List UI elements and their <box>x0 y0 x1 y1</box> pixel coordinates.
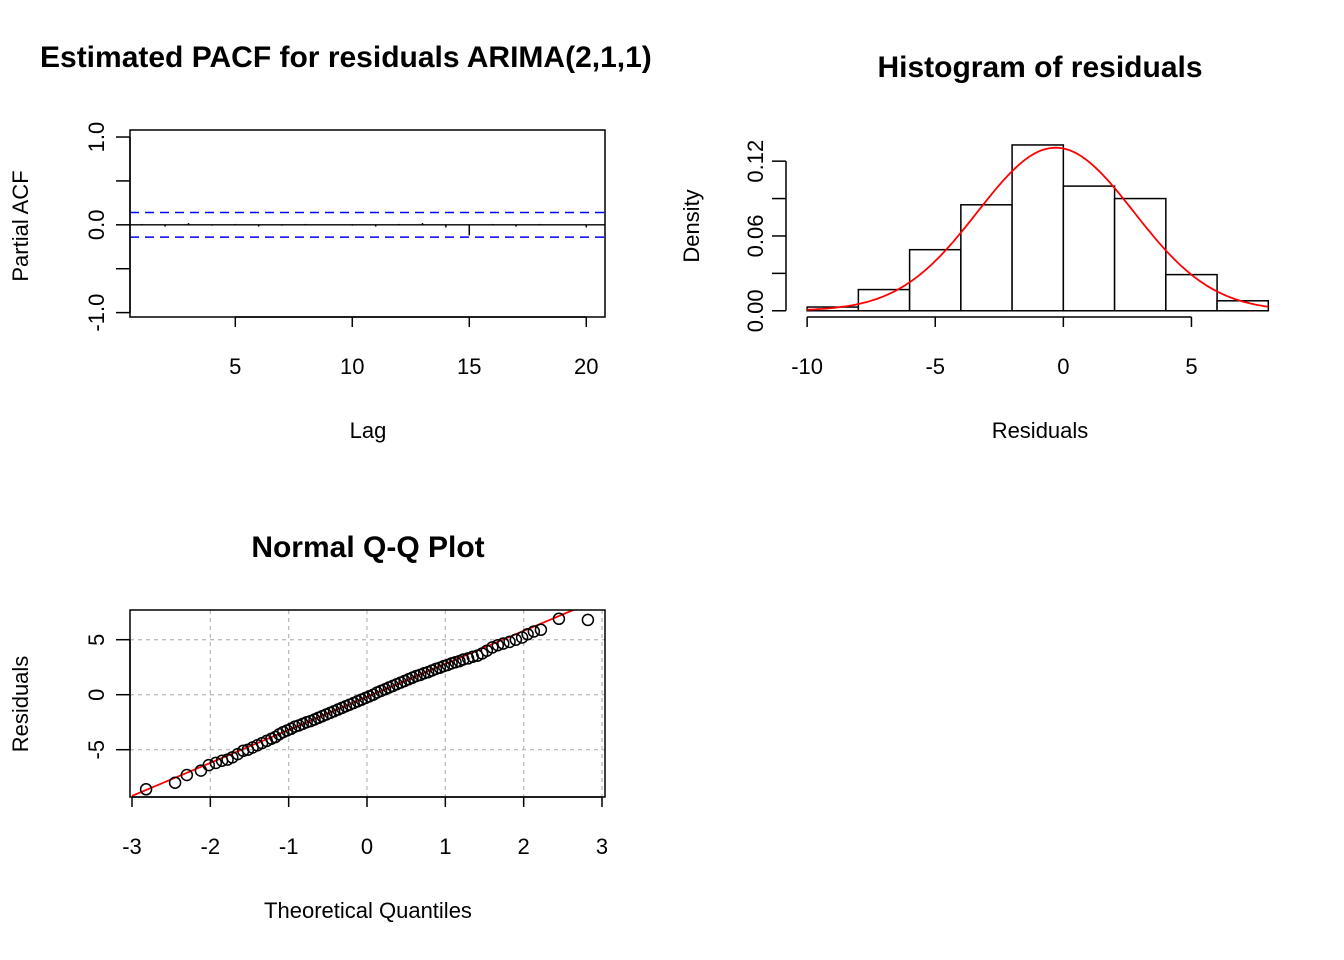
qqplot-point <box>209 756 223 770</box>
qqplot-point <box>168 776 182 789</box>
qqplot-x-tick-label: -2 <box>201 834 221 859</box>
qqplot-point <box>534 623 548 637</box>
histogram-x-tick-label: 5 <box>1185 354 1197 379</box>
qqplot-y-tick-label: -5 <box>84 740 109 760</box>
histogram-bar <box>857 288 911 312</box>
qqplot-plot-frame <box>129 609 606 798</box>
histogram-bar <box>1062 185 1116 312</box>
histogram-x-tick-label: 0 <box>1057 354 1069 379</box>
histogram-marks: -10 -5 0 5 0.00 0.06 0.12 <box>743 140 1270 379</box>
qqplot-panel: Normal Q-Q Plot Theoretical Quantiles Re… <box>8 531 608 923</box>
qqplot-x-tick-label: -1 <box>279 834 299 859</box>
qqplot-x-tick-label: 1 <box>439 834 451 859</box>
histogram-panel: Histogram of residuals Residuals Density… <box>679 51 1270 443</box>
qqplot-x-tick-label: -3 <box>122 834 142 859</box>
histogram-y-tick-label: 0.06 <box>743 215 768 258</box>
qqplot-xlabel: Theoretical Quantiles <box>264 898 472 923</box>
qqplot-x-tick-label: 3 <box>596 834 608 859</box>
histogram-bar <box>1113 197 1167 312</box>
qqplot-point <box>509 633 523 646</box>
pacf-y-tick-label: -1.0 <box>84 294 109 332</box>
pacf-xlabel: Lag <box>350 418 387 443</box>
pacf-ylabel: Partial ACF <box>8 170 33 281</box>
histogram-bar <box>1165 273 1218 312</box>
qqplot-point <box>486 641 499 654</box>
qqplot-point <box>491 638 505 652</box>
pacf-x-tick-label: 10 <box>340 354 364 379</box>
qqplot-y-tick-label: 5 <box>84 634 109 646</box>
histogram-title: Histogram of residuals <box>877 51 1202 84</box>
qqplot-point <box>202 758 216 772</box>
qqplot-ylabel: Residuals <box>8 656 33 753</box>
qqplot-marks: -3 -2 -1 0 1 2 3 -5 0 5 <box>84 610 608 859</box>
pacf-plot-frame <box>129 129 606 318</box>
qqplot-point <box>527 625 541 638</box>
qqplot-point <box>552 612 566 626</box>
histogram-bar <box>908 248 962 312</box>
qqplot-x-tick-label: 2 <box>518 834 530 859</box>
qqplot-point <box>521 627 534 641</box>
histogram-x-tick-label: -10 <box>791 354 823 379</box>
pacf-y-tick-label: 0.0 <box>84 210 109 241</box>
pacf-x-tick-label: 5 <box>229 354 241 379</box>
qqplot-y-tick-label: 0 <box>84 689 109 701</box>
histogram-xlabel: Residuals <box>992 418 1089 443</box>
qqplot-x-tick-label: 0 <box>361 834 373 859</box>
histogram-x-tick-label: -5 <box>925 354 945 379</box>
histogram-bar <box>960 204 1013 312</box>
qqplot-point <box>503 635 516 649</box>
qqplot-point <box>180 768 194 782</box>
pacf-y-tick-label: 1.0 <box>84 122 109 153</box>
qqplot-title: Normal Q-Q Plot <box>251 531 484 564</box>
histogram-ylabel: Density <box>679 189 704 262</box>
pacf-x-tick-label: 20 <box>574 354 598 379</box>
histogram-normal-curve <box>807 146 1269 311</box>
histogram-y-tick-label: 0.12 <box>743 140 768 183</box>
pacf-panel: Estimated PACF for residuals ARIMA(2,1,1… <box>8 41 652 443</box>
qqplot-point <box>581 613 595 627</box>
qqplot-point <box>497 637 510 650</box>
qqplot-point <box>139 783 153 796</box>
pacf-title: Estimated PACF for residuals ARIMA(2,1,1… <box>40 41 652 74</box>
histogram-bar <box>1011 144 1065 312</box>
pacf-x-tick-label: 15 <box>457 354 481 379</box>
histogram-y-tick-label: 0.00 <box>743 289 768 332</box>
